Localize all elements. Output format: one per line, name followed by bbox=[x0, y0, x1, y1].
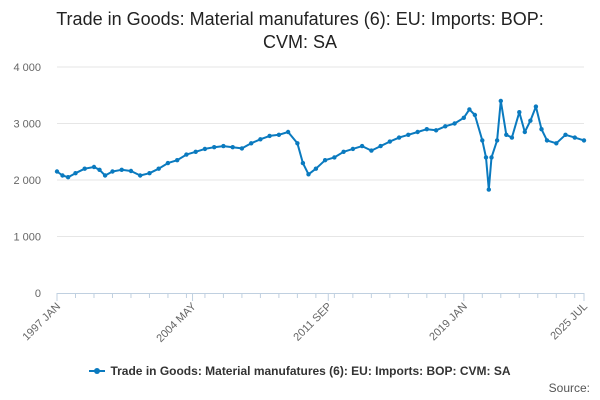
y-tick-label: 3 000 bbox=[13, 119, 41, 131]
data-point bbox=[110, 169, 115, 174]
data-point bbox=[461, 115, 466, 121]
data-point bbox=[415, 129, 420, 135]
data-point bbox=[494, 138, 500, 143]
grid-layer bbox=[57, 66, 584, 237]
data-point bbox=[313, 166, 319, 171]
data-point bbox=[554, 141, 559, 146]
axis-layer: 0 1 000 2 000 3 000 4 000 1997 JAN 2004 MAY 201… bbox=[13, 62, 590, 345]
series-line bbox=[56, 99, 585, 191]
data-point bbox=[424, 127, 429, 132]
data-point bbox=[258, 137, 263, 142]
data-point bbox=[387, 139, 392, 144]
data-point bbox=[193, 149, 198, 154]
data-point bbox=[359, 143, 365, 149]
series-layer bbox=[54, 98, 587, 192]
x-tick-label: 2019 JAN bbox=[427, 301, 470, 344]
data-point bbox=[82, 166, 87, 171]
data-point bbox=[165, 160, 171, 166]
x-tick-label: 2025 JUL bbox=[548, 301, 590, 343]
data-point bbox=[300, 160, 306, 166]
data-point bbox=[396, 135, 402, 140]
data-point bbox=[184, 152, 189, 157]
data-point bbox=[239, 146, 245, 151]
data-point bbox=[91, 164, 97, 170]
data-point bbox=[533, 104, 539, 109]
data-point bbox=[504, 132, 509, 137]
data-point bbox=[306, 172, 311, 177]
x-tick-label: 1997 JAN bbox=[20, 301, 63, 344]
data-point bbox=[489, 155, 494, 160]
data-point bbox=[230, 145, 235, 150]
data-point bbox=[350, 146, 356, 152]
data-point bbox=[472, 112, 478, 118]
data-point bbox=[119, 167, 124, 172]
data-point bbox=[156, 166, 161, 171]
data-point bbox=[498, 98, 503, 104]
y-tick-label: 2 000 bbox=[13, 175, 41, 187]
data-point bbox=[572, 135, 577, 140]
y-tick-label: 1 000 bbox=[13, 232, 41, 244]
chart-title: Trade in Goods: Material manufatures (6)… bbox=[56, 9, 544, 52]
data-point bbox=[406, 132, 411, 137]
x-tick-label: 2011 SEP bbox=[291, 301, 334, 344]
data-point bbox=[581, 138, 587, 143]
data-point bbox=[528, 118, 533, 123]
data-point bbox=[517, 110, 522, 115]
data-point bbox=[452, 121, 457, 126]
data-point bbox=[276, 132, 282, 137]
source-label: Source: bbox=[548, 381, 590, 395]
data-point bbox=[97, 167, 102, 172]
data-point bbox=[221, 143, 226, 149]
data-point bbox=[522, 129, 527, 135]
data-point bbox=[509, 135, 515, 140]
data-point bbox=[65, 175, 71, 180]
data-point bbox=[175, 158, 180, 163]
data-point bbox=[128, 168, 134, 174]
y-tick-label: 4 000 bbox=[13, 62, 41, 74]
data-point bbox=[341, 149, 346, 154]
data-point bbox=[267, 133, 272, 139]
data-point bbox=[480, 138, 485, 143]
data-point bbox=[486, 187, 491, 192]
data-point bbox=[60, 173, 65, 178]
legend[interactable]: Trade in Goods: Material manufatures (6)… bbox=[0, 364, 600, 378]
data-point bbox=[147, 171, 152, 176]
data-point bbox=[483, 155, 489, 160]
data-point bbox=[138, 173, 143, 178]
data-point bbox=[443, 124, 448, 129]
x-tick-label: 2004 MAY bbox=[154, 300, 199, 345]
legend-swatch bbox=[89, 368, 106, 374]
data-point bbox=[539, 127, 544, 132]
data-point bbox=[563, 132, 568, 137]
data-point bbox=[322, 158, 328, 163]
data-point bbox=[467, 107, 472, 112]
data-point bbox=[332, 155, 337, 160]
data-point bbox=[212, 145, 217, 150]
legend-label: Trade in Goods: Material manufatures (6)… bbox=[110, 364, 511, 378]
data-point bbox=[544, 138, 550, 143]
data-point bbox=[73, 171, 78, 176]
data-point bbox=[295, 141, 300, 146]
data-point bbox=[54, 169, 60, 174]
data-point bbox=[369, 148, 374, 153]
data-point bbox=[378, 143, 383, 149]
data-point bbox=[102, 173, 108, 178]
data-point bbox=[285, 129, 291, 135]
data-point bbox=[202, 146, 208, 152]
y-tick-label: 0 bbox=[35, 288, 41, 300]
data-point bbox=[433, 128, 439, 133]
data-point bbox=[249, 141, 254, 146]
